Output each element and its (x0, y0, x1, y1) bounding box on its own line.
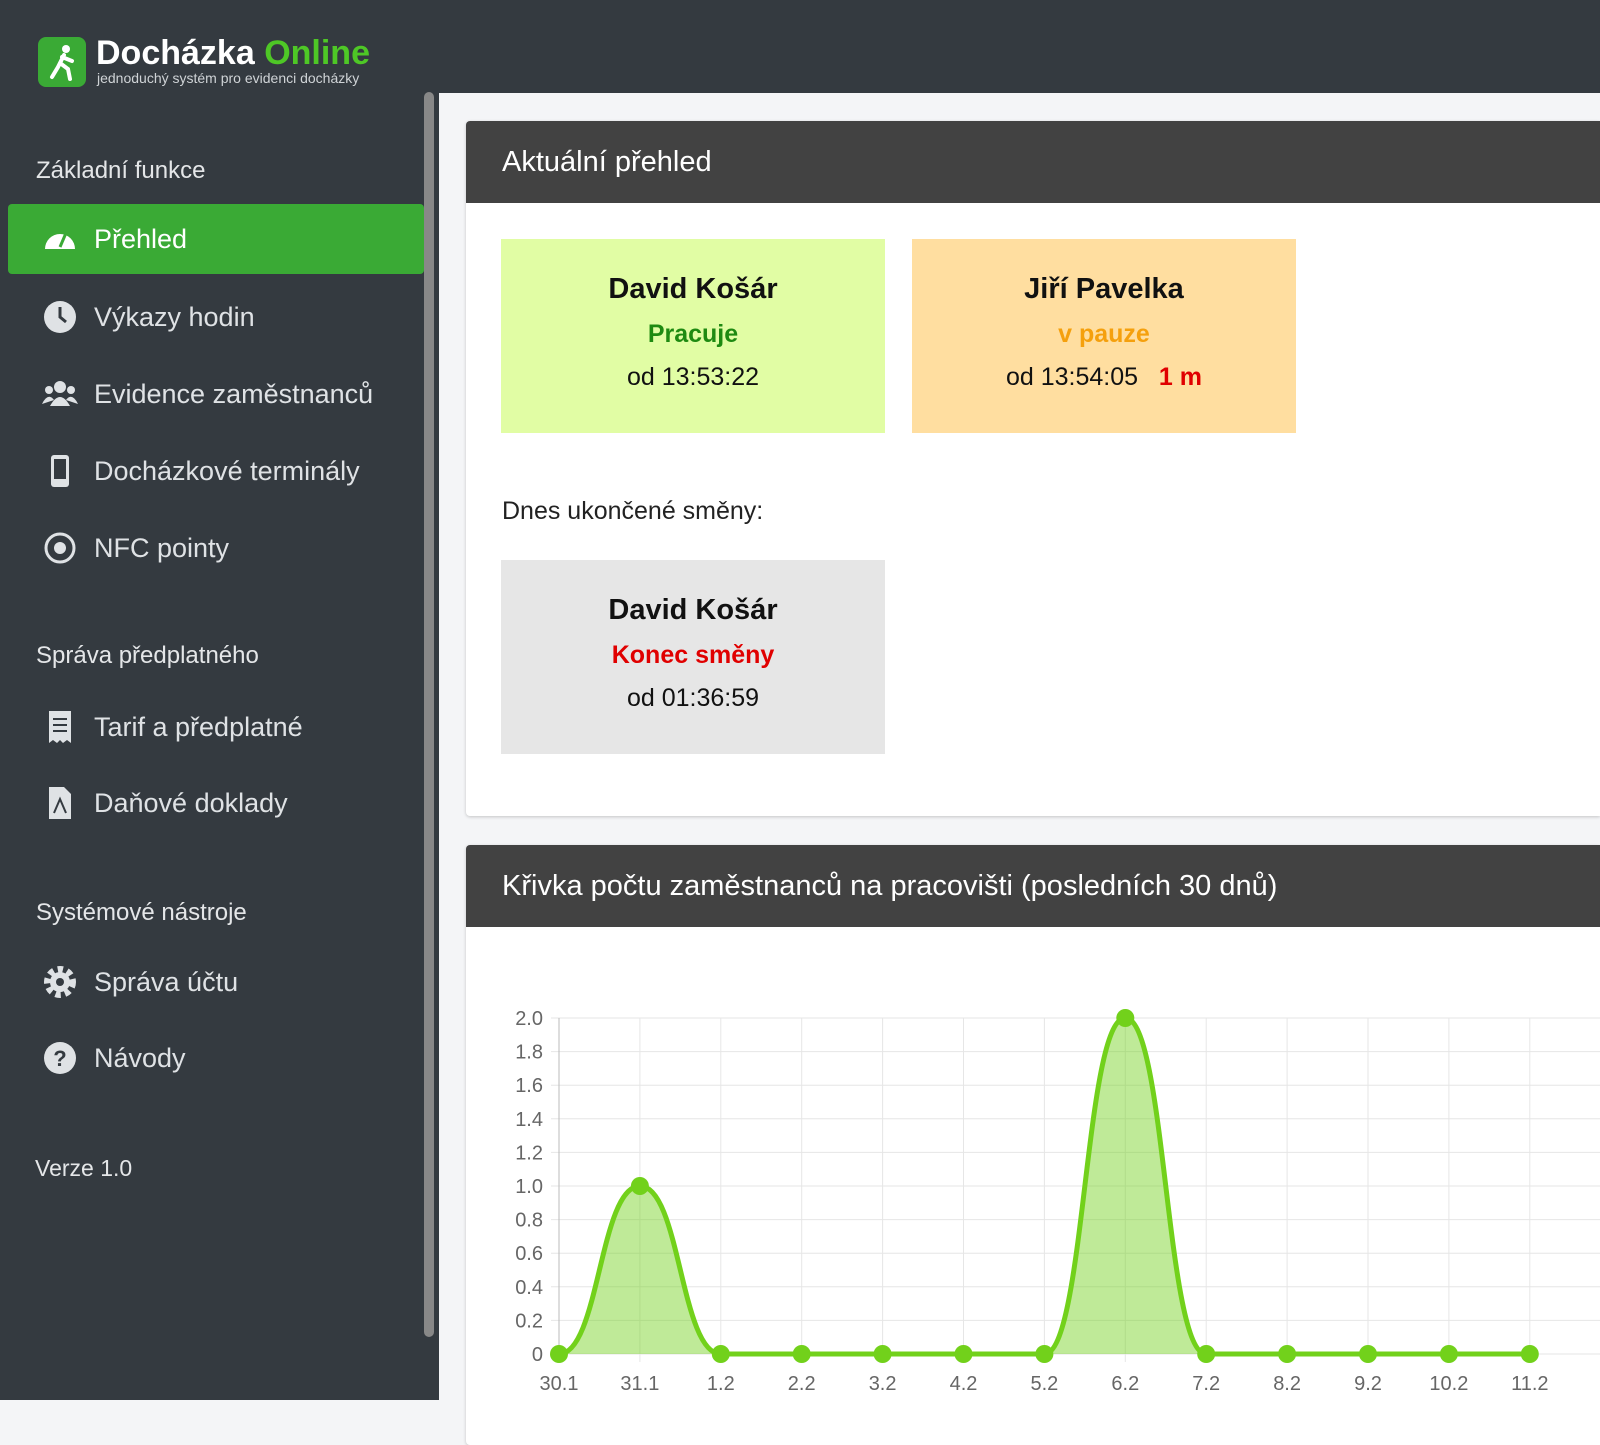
nav-item[interactable]: Docházkové terminály (8, 436, 424, 506)
nav-item[interactable]: ? Návody (8, 1023, 424, 1093)
nav-label: Tarif a předplatné (94, 711, 303, 742)
x-tick-label: 5.2 (1030, 1373, 1058, 1395)
finished-label: Dnes ukončené směny: (502, 497, 764, 525)
status-card: David Košár Pracuje od 13:53:22 (501, 239, 885, 433)
logo-icon (38, 37, 86, 87)
nav-label: Přehled (94, 223, 188, 254)
y-tick-label: 0.8 (515, 1210, 543, 1232)
line (558, 1015, 1530, 1357)
x-tick-label: 9.2 (1354, 1373, 1382, 1395)
x-tick-label: 31.1 (620, 1373, 659, 1395)
nav-label: NFC pointy (94, 532, 230, 563)
nav-item[interactable]: Přehled (8, 204, 424, 274)
duration: 1 m (1158, 363, 1202, 391)
version: Verze 1.0 (35, 1155, 133, 1181)
point (954, 1345, 973, 1363)
nav-label: Správa účtu (94, 966, 239, 997)
since: od 13:53:22 (626, 363, 760, 391)
x-tick-label: 3.2 (869, 1373, 897, 1395)
nav-label: Výkazy hodin (94, 301, 255, 332)
status: v pauze (1058, 320, 1150, 348)
y-tick-label: 0.4 (515, 1277, 543, 1299)
nav-item[interactable]: NFC pointy (8, 513, 424, 583)
y-tick-label: 0.6 (515, 1243, 543, 1265)
nav-item[interactable]: Správa účtu (8, 947, 424, 1017)
status: Konec směny (611, 641, 775, 669)
x-tick-label: 8.2 (1273, 1373, 1301, 1395)
logo-text: Docházka Online (96, 34, 370, 73)
y-tick-label: 0.2 (515, 1310, 543, 1332)
area (559, 1018, 1530, 1354)
section-title: Správa předplatného (36, 642, 259, 669)
point (792, 1345, 811, 1363)
top-bar (439, 0, 1600, 93)
nav-label: Evidence zaměstnanců (94, 378, 374, 409)
nav-item[interactable]: Evidence zaměstnanců (8, 359, 424, 429)
employee-name: David Košár (608, 273, 778, 305)
logo-name: Docházka (96, 34, 255, 72)
point (1116, 1009, 1135, 1027)
nav-label: Daňové doklady (94, 787, 288, 818)
panel-title: Aktuální přehled (466, 121, 1600, 203)
point (1278, 1345, 1297, 1363)
x-tick-label: 10.2 (1429, 1373, 1468, 1395)
section-title: Základní funkce (36, 157, 206, 184)
status-card: Jiří Pavelka v pauze od 13:54:05 1 m (912, 239, 1296, 433)
status: Pracuje (647, 320, 739, 348)
nav-label: Docházkové terminály (94, 455, 360, 486)
x-tick-label: 11.2 (1511, 1373, 1548, 1395)
status-card: David Košár Konec směny od 01:36:59 (501, 560, 885, 754)
overview-panel: Aktuální přehled David Košár Pracuje od … (466, 121, 1600, 816)
point (1439, 1345, 1458, 1363)
nav-label: Návody (94, 1042, 186, 1073)
nav-item[interactable]: Výkazy hodin (8, 282, 424, 352)
x-tick-label: 2.2 (788, 1373, 816, 1395)
y-tick-label: 1.0 (515, 1176, 543, 1198)
x-tick-label: 30.1 (540, 1373, 579, 1395)
point (1520, 1345, 1539, 1363)
y-tick-label: 1.6 (515, 1075, 543, 1097)
chart-panel: Křivka počtu zaměstnanců na pracovišti (… (466, 845, 1600, 1445)
employee-name: Jiří Pavelka (1024, 273, 1184, 305)
logo-accent: Online (264, 34, 370, 72)
point (550, 1345, 568, 1363)
x-tick-label: 7.2 (1192, 1373, 1220, 1395)
point (1035, 1345, 1054, 1363)
y-tick-label: 1.2 (515, 1142, 543, 1164)
svg-text:?: ? (53, 1046, 66, 1071)
y-tick-label: 0 (532, 1344, 543, 1366)
x-tick-label: 6.2 (1111, 1373, 1139, 1395)
y-tick-label: 1.4 (515, 1109, 543, 1131)
point (630, 1177, 649, 1195)
since: od 01:36:59 (626, 684, 760, 712)
section-title: Systémové nástroje (36, 899, 247, 926)
point (1197, 1345, 1216, 1363)
since: od 13:54:05 (1005, 363, 1139, 391)
x-tick-label: 4.2 (950, 1373, 978, 1395)
y-tick-label: 1.8 (515, 1042, 543, 1064)
y-tick-label: 2.0 (515, 1008, 543, 1030)
nav-item[interactable]: Daňové doklady (8, 768, 424, 838)
x-tick-label: 1.2 (707, 1373, 735, 1395)
chart-title: Křivka počtu zaměstnanců na pracovišti (… (466, 845, 1600, 927)
nav-item[interactable]: Tarif a předplatné (8, 692, 424, 762)
sidebar: Docházka Online jednoduchý systém pro ev… (0, 0, 439, 1400)
employee-name: David Košár (608, 594, 778, 626)
since-row: od 13:54:05 1 m (912, 363, 1296, 392)
point (873, 1345, 892, 1363)
chart: 0 0.2 0.4 0.6 0.8 1.0 1.2 1.4 1.6 1.8 2.0 30.1 31.1 1… (515, 1008, 1600, 1395)
point (1359, 1345, 1377, 1363)
logo-tagline: jednoduchý systém pro evidenci docházky (97, 70, 360, 86)
scrollbar[interactable] (424, 92, 434, 1337)
point (711, 1345, 730, 1363)
